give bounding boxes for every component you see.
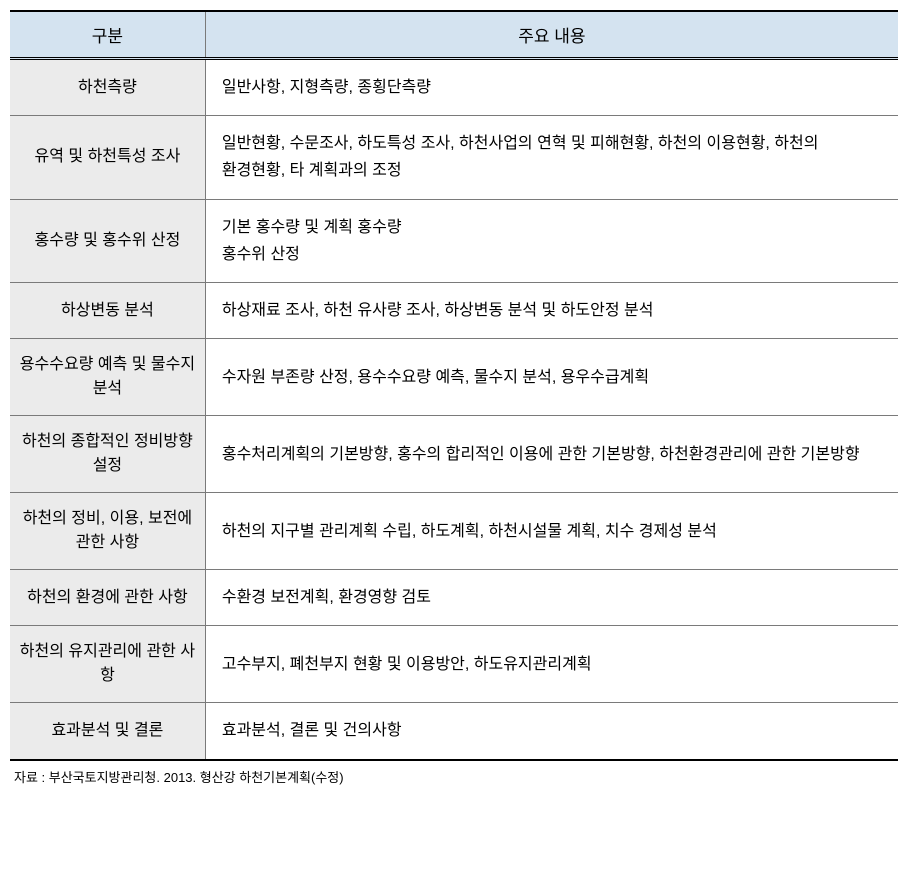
table-body: 하천측량 일반사항, 지형측량, 종횡단측량 유역 및 하천특성 조사 일반현황…: [10, 59, 898, 760]
category-cell: 하천의 종합적인 정비방향 설정: [10, 416, 205, 493]
table-row: 하천의 정비, 이용, 보전에 관한 사항 하천의 지구별 관리계획 수립, 하…: [10, 493, 898, 570]
table-row: 홍수량 및 홍수위 산정 기본 홍수량 및 계획 홍수량홍수위 산정: [10, 199, 898, 282]
header-content: 주요 내용: [205, 11, 898, 59]
content-cell: 홍수처리계획의 기본방향, 홍수의 합리적인 이용에 관한 기본방향, 하천환경…: [205, 416, 898, 493]
table-row: 하천의 유지관리에 관한 사항 고수부지, 폐천부지 현황 및 이용방안, 하도…: [10, 626, 898, 703]
table-row: 하천의 종합적인 정비방향 설정 홍수처리계획의 기본방향, 홍수의 합리적인 …: [10, 416, 898, 493]
source-note: 자료 : 부산국토지방관리청. 2013. 형산강 하천기본계획(수정): [10, 761, 898, 787]
content-cell: 고수부지, 폐천부지 현황 및 이용방안, 하도유지관리계획: [205, 626, 898, 703]
category-cell: 하천의 정비, 이용, 보전에 관한 사항: [10, 493, 205, 570]
table-row: 효과분석 및 결론 효과분석, 결론 및 건의사항: [10, 703, 898, 760]
content-cell: 하상재료 조사, 하천 유사량 조사, 하상변동 분석 및 하도안정 분석: [205, 282, 898, 338]
category-cell: 홍수량 및 홍수위 산정: [10, 199, 205, 282]
table-row: 하천의 환경에 관한 사항 수환경 보전계획, 환경영향 검토: [10, 570, 898, 626]
category-cell: 하천의 유지관리에 관한 사항: [10, 626, 205, 703]
content-cell: 일반사항, 지형측량, 종횡단측량: [205, 59, 898, 116]
content-cell: 일반현황, 수문조사, 하도특성 조사, 하천사업의 연혁 및 피해현황, 하천…: [205, 116, 898, 199]
category-cell: 용수수요량 예측 및 물수지 분석: [10, 339, 205, 416]
table-row: 하상변동 분석 하상재료 조사, 하천 유사량 조사, 하상변동 분석 및 하도…: [10, 282, 898, 338]
content-cell: 하천의 지구별 관리계획 수립, 하도계획, 하천시설물 계획, 치수 경제성 …: [205, 493, 898, 570]
table-container: 구분 주요 내용 하천측량 일반사항, 지형측량, 종횡단측량 유역 및 하천특…: [10, 10, 898, 787]
category-cell: 유역 및 하천특성 조사: [10, 116, 205, 199]
table-header: 구분 주요 내용: [10, 11, 898, 59]
content-table: 구분 주요 내용 하천측량 일반사항, 지형측량, 종횡단측량 유역 및 하천특…: [10, 10, 898, 761]
header-category: 구분: [10, 11, 205, 59]
content-cell: 효과분석, 결론 및 건의사항: [205, 703, 898, 760]
table-row: 하천측량 일반사항, 지형측량, 종횡단측량: [10, 59, 898, 116]
header-row: 구분 주요 내용: [10, 11, 898, 59]
table-row: 유역 및 하천특성 조사 일반현황, 수문조사, 하도특성 조사, 하천사업의 …: [10, 116, 898, 199]
content-cell: 수환경 보전계획, 환경영향 검토: [205, 570, 898, 626]
category-cell: 하상변동 분석: [10, 282, 205, 338]
table-row: 용수수요량 예측 및 물수지 분석 수자원 부존량 산정, 용수수요량 예측, …: [10, 339, 898, 416]
category-cell: 하천의 환경에 관한 사항: [10, 570, 205, 626]
content-cell: 기본 홍수량 및 계획 홍수량홍수위 산정: [205, 199, 898, 282]
category-cell: 하천측량: [10, 59, 205, 116]
category-cell: 효과분석 및 결론: [10, 703, 205, 760]
content-cell: 수자원 부존량 산정, 용수수요량 예측, 물수지 분석, 용우수급계획: [205, 339, 898, 416]
